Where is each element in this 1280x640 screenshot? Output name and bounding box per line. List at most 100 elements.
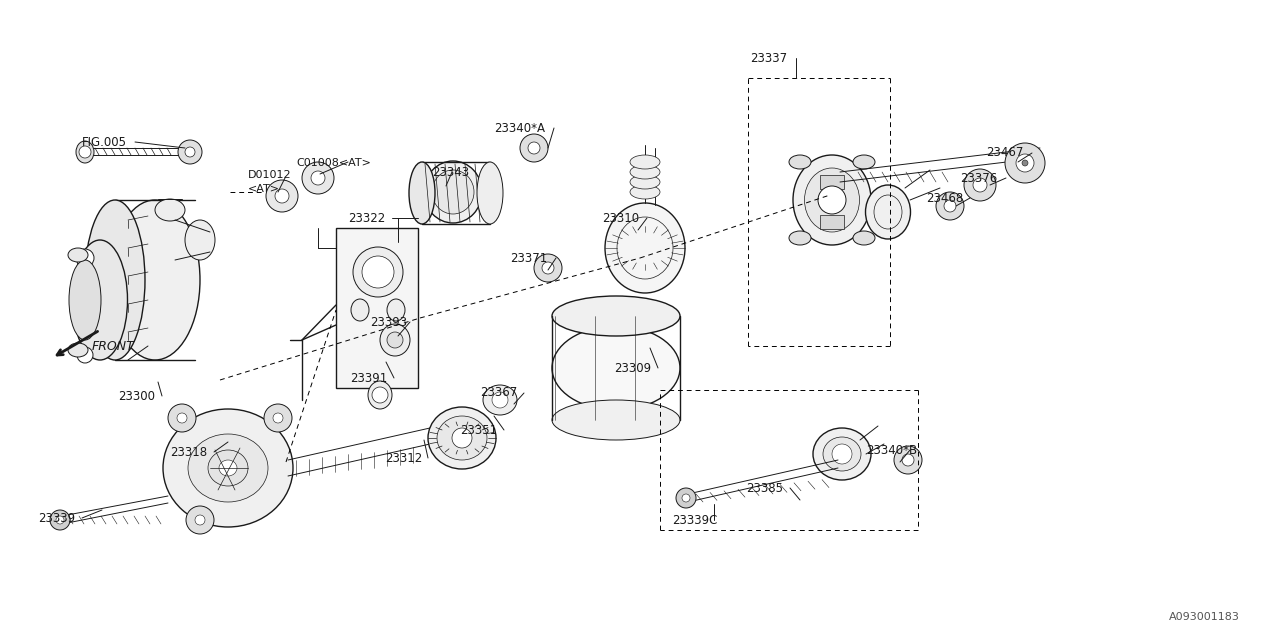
Circle shape [178, 140, 202, 164]
Text: 23343: 23343 [433, 166, 470, 179]
Circle shape [372, 387, 388, 403]
Ellipse shape [630, 155, 660, 169]
Text: 23385: 23385 [746, 481, 783, 495]
Ellipse shape [823, 437, 861, 471]
Circle shape [1005, 143, 1044, 183]
Ellipse shape [69, 260, 101, 340]
Text: 23340*B: 23340*B [867, 444, 918, 456]
Ellipse shape [188, 434, 268, 502]
Circle shape [56, 516, 64, 524]
Ellipse shape [84, 200, 145, 360]
Circle shape [186, 506, 214, 534]
Text: 23371: 23371 [509, 252, 548, 264]
Text: 23468: 23468 [925, 191, 964, 205]
Ellipse shape [433, 170, 474, 214]
Ellipse shape [788, 155, 812, 169]
Ellipse shape [788, 231, 812, 245]
Circle shape [818, 186, 846, 214]
Text: 23339: 23339 [38, 511, 76, 525]
Circle shape [492, 392, 508, 408]
Circle shape [832, 444, 852, 464]
Circle shape [682, 494, 690, 502]
Text: 23391: 23391 [349, 371, 388, 385]
Ellipse shape [630, 165, 660, 179]
Circle shape [76, 249, 93, 267]
Text: 23318: 23318 [170, 445, 207, 458]
Ellipse shape [436, 416, 486, 460]
Text: A093001183: A093001183 [1169, 612, 1240, 622]
Ellipse shape [483, 385, 517, 415]
Ellipse shape [207, 450, 248, 486]
Ellipse shape [110, 200, 200, 360]
Text: <AT>: <AT> [248, 184, 280, 194]
Ellipse shape [477, 162, 503, 224]
Circle shape [520, 134, 548, 162]
Circle shape [973, 178, 987, 192]
Bar [335, 228, 419, 388]
Ellipse shape [387, 332, 403, 348]
Ellipse shape [630, 185, 660, 199]
Ellipse shape [387, 299, 404, 321]
Ellipse shape [552, 400, 680, 440]
Ellipse shape [410, 162, 435, 224]
Circle shape [541, 262, 554, 274]
Circle shape [70, 301, 90, 319]
Text: 23351: 23351 [460, 424, 497, 436]
Text: 23467: 23467 [986, 147, 1024, 159]
Ellipse shape [73, 240, 128, 360]
Ellipse shape [630, 175, 660, 189]
Ellipse shape [805, 168, 859, 232]
Text: 23300: 23300 [118, 390, 155, 403]
Circle shape [186, 147, 195, 157]
Ellipse shape [794, 155, 870, 245]
Circle shape [936, 192, 964, 220]
Circle shape [273, 413, 283, 423]
Text: 23376: 23376 [960, 172, 997, 184]
Circle shape [79, 146, 91, 158]
Circle shape [1021, 160, 1028, 166]
Circle shape [529, 142, 540, 154]
Circle shape [168, 404, 196, 432]
Circle shape [266, 180, 298, 212]
Text: FIG.005: FIG.005 [82, 136, 127, 148]
Circle shape [302, 162, 334, 194]
Ellipse shape [852, 231, 876, 245]
Ellipse shape [369, 381, 392, 409]
Circle shape [195, 515, 205, 525]
Circle shape [964, 169, 996, 201]
Text: C01008<AT>: C01008<AT> [296, 158, 371, 168]
Ellipse shape [380, 324, 410, 356]
Circle shape [275, 189, 289, 203]
Ellipse shape [163, 409, 293, 527]
Ellipse shape [552, 296, 680, 336]
Text: 23340*A: 23340*A [494, 122, 545, 134]
Circle shape [311, 171, 325, 185]
Ellipse shape [552, 326, 680, 410]
Text: 23393: 23393 [370, 316, 407, 328]
Ellipse shape [424, 161, 483, 223]
Ellipse shape [813, 428, 870, 480]
Bar [820, 175, 844, 189]
Ellipse shape [351, 299, 369, 321]
Text: 23337: 23337 [750, 51, 787, 65]
Text: 23322: 23322 [348, 211, 385, 225]
Ellipse shape [219, 460, 237, 476]
Circle shape [77, 347, 93, 363]
Text: 23309: 23309 [614, 362, 652, 374]
Text: D01012: D01012 [248, 170, 292, 180]
Ellipse shape [428, 407, 497, 469]
Circle shape [945, 200, 956, 212]
Circle shape [50, 510, 70, 530]
Circle shape [902, 454, 914, 466]
Ellipse shape [155, 199, 186, 221]
Ellipse shape [362, 256, 394, 288]
Ellipse shape [186, 220, 215, 260]
Bar [820, 215, 844, 229]
Ellipse shape [852, 155, 876, 169]
Ellipse shape [353, 247, 403, 297]
Ellipse shape [68, 248, 88, 262]
Text: FRONT: FRONT [92, 339, 134, 353]
Text: 23367: 23367 [480, 387, 517, 399]
Circle shape [264, 404, 292, 432]
Circle shape [676, 488, 696, 508]
